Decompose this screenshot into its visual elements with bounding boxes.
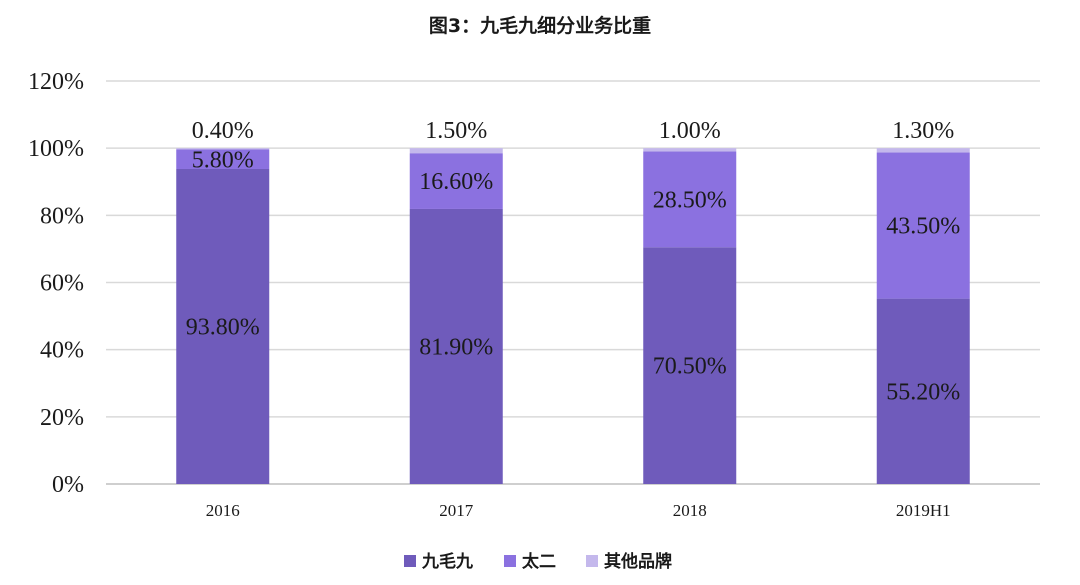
legend-label: 太二 — [522, 551, 556, 572]
bar-segment-1 — [409, 208, 503, 484]
data-label: 0.40% — [192, 118, 254, 144]
bar-segment-3 — [643, 148, 737, 152]
bar-segment-1 — [876, 298, 970, 484]
y-tick-label: 0% — [52, 472, 84, 498]
bar-segment-3 — [176, 148, 270, 150]
bar-segment-2 — [409, 153, 503, 209]
y-tick-label: 100% — [28, 136, 84, 162]
bar-segment-1 — [643, 247, 737, 484]
data-label: 28.50% — [653, 187, 727, 213]
y-tick-label: 80% — [40, 203, 84, 229]
legend: 九毛九 太二 其他品牌 — [404, 551, 672, 572]
data-label: 93.80% — [186, 314, 260, 340]
data-label: 16.60% — [419, 169, 493, 195]
bar-segment-1 — [176, 168, 270, 484]
legend-label: 其他品牌 — [604, 551, 672, 572]
data-label: 1.00% — [659, 118, 721, 144]
bar-segment-2 — [876, 152, 970, 299]
data-label: 1.30% — [892, 118, 954, 144]
x-tick-label: 2016 — [206, 501, 240, 520]
legend-label: 九毛九 — [421, 551, 473, 572]
bar-segment-2 — [643, 151, 737, 248]
bars — [176, 148, 970, 484]
data-labels: 93.80% 5.80% 0.40% 81.90% 16.60% 1.50% 70.50% 2… — [186, 118, 961, 405]
legend-swatch — [586, 555, 598, 567]
x-tick-label: 2017 — [439, 501, 474, 520]
y-tick-label: 60% — [40, 271, 84, 297]
y-tick-label: 40% — [40, 338, 84, 364]
data-label: 43.50% — [886, 214, 960, 240]
chart-title: 图3：九毛九细分业务比重 — [429, 14, 651, 37]
data-label: 1.50% — [425, 118, 487, 144]
data-label: 70.50% — [653, 354, 727, 380]
y-tick-label: 120% — [28, 69, 84, 95]
x-tick-label: 2019H1 — [896, 501, 951, 520]
data-label: 5.80% — [192, 148, 254, 174]
bar-segment-3 — [876, 148, 970, 153]
legend-swatch — [504, 555, 516, 567]
bar-segment-2 — [176, 149, 270, 169]
data-label: 55.20% — [886, 379, 960, 405]
bar-segment-3 — [409, 148, 503, 154]
x-tick-label: 2018 — [673, 501, 707, 520]
legend-swatch — [404, 555, 416, 567]
y-axis-ticks: 0% 20% 40% 60% 80% 100% 120% — [28, 69, 84, 498]
y-tick-label: 20% — [40, 405, 84, 431]
x-axis-ticks: 2016 2017 2018 2019H1 — [206, 501, 951, 520]
data-label: 81.90% — [419, 334, 493, 360]
